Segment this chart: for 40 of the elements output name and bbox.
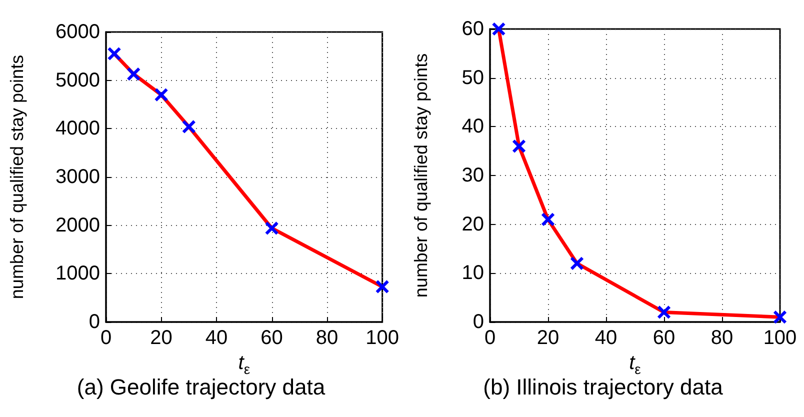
x-tick-label: 40 [594,327,618,349]
y-tick-label: 3000 [56,166,100,188]
y-tick-label: 10 [462,262,484,284]
point [266,222,278,234]
point [492,22,505,36]
y-tick-label: 40 [462,116,484,138]
x-tick-label: 40 [205,327,228,349]
point [774,310,786,324]
y-tick-label: 5000 [56,69,100,92]
y-tick-label: 1000 [56,262,100,285]
x-tick-label: 60 [652,327,676,349]
y-tick-label: 6000 [56,21,100,43]
y-tick-label: 50 [462,66,484,89]
point [155,88,168,102]
text: (b) Illinois trajectory data [483,374,724,400]
y-tick-label: 2000 [56,214,100,236]
text: (a) Geolife trajectory data [76,374,326,400]
x-tick-label: 80 [316,327,338,349]
y-tick-label: 4000 [56,118,100,140]
y-tick-label: 60 [462,18,484,40]
point [127,68,140,80]
point [182,120,196,133]
point [376,280,389,293]
y-tick-label: 0 [472,311,484,333]
y-tick-label: 30 [462,164,484,186]
x-tick-label: 100 [763,327,797,349]
point [542,213,554,226]
y-tick-label: 0 [88,311,100,333]
point [570,257,584,270]
y-axis-title: number of qualified stay points [7,54,27,300]
x-tick-label: 80 [710,327,734,349]
y-tick-label: 20 [462,213,484,236]
x-tick-label: 20 [150,327,172,349]
point [512,140,526,152]
x-tick-label: 100 [366,327,400,349]
y-axis-title: number of qualified stay points [411,53,431,298]
x-tick-label: 20 [536,327,560,349]
x-tick-label: 60 [260,327,283,349]
point [658,306,670,318]
point [108,48,121,60]
